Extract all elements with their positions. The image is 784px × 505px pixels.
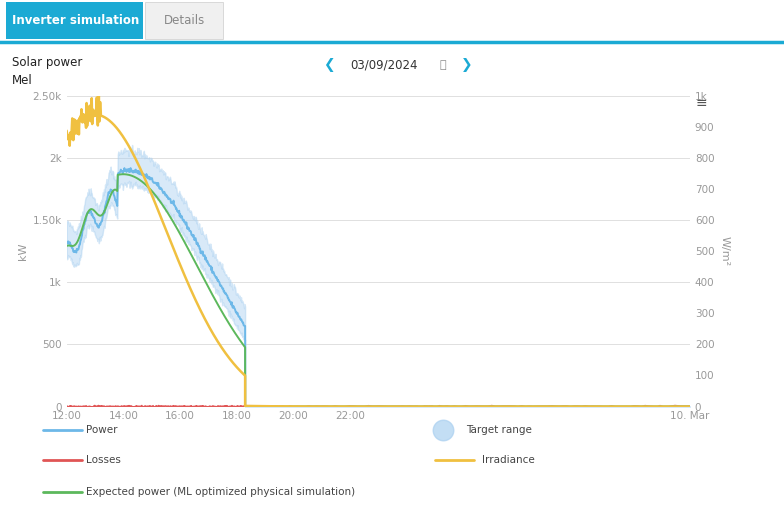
Bar [145,2,223,39]
Bar [6,2,143,39]
Text: Target range: Target range [466,425,532,435]
Text: Losses: Losses [86,455,121,465]
Text: Solar power: Solar power [12,56,82,69]
Text: Irradiance: Irradiance [482,455,535,465]
Y-axis label: kW: kW [18,242,28,260]
Text: Inverter simulation: Inverter simulation [12,14,139,27]
Text: Mel: Mel [12,74,32,87]
Text: Details: Details [164,14,205,27]
Text: Expected power (ML optimized physical simulation): Expected power (ML optimized physical si… [86,487,355,497]
Text: Power: Power [86,425,118,435]
Text: ≡: ≡ [696,95,707,110]
Text: ❮: ❮ [324,58,335,72]
Text: 03/09/2024: 03/09/2024 [350,59,418,72]
Y-axis label: W/m²: W/m² [720,236,730,266]
Point [437,426,449,434]
Text: 📅: 📅 [440,60,446,70]
Text: ❯: ❯ [461,58,472,72]
